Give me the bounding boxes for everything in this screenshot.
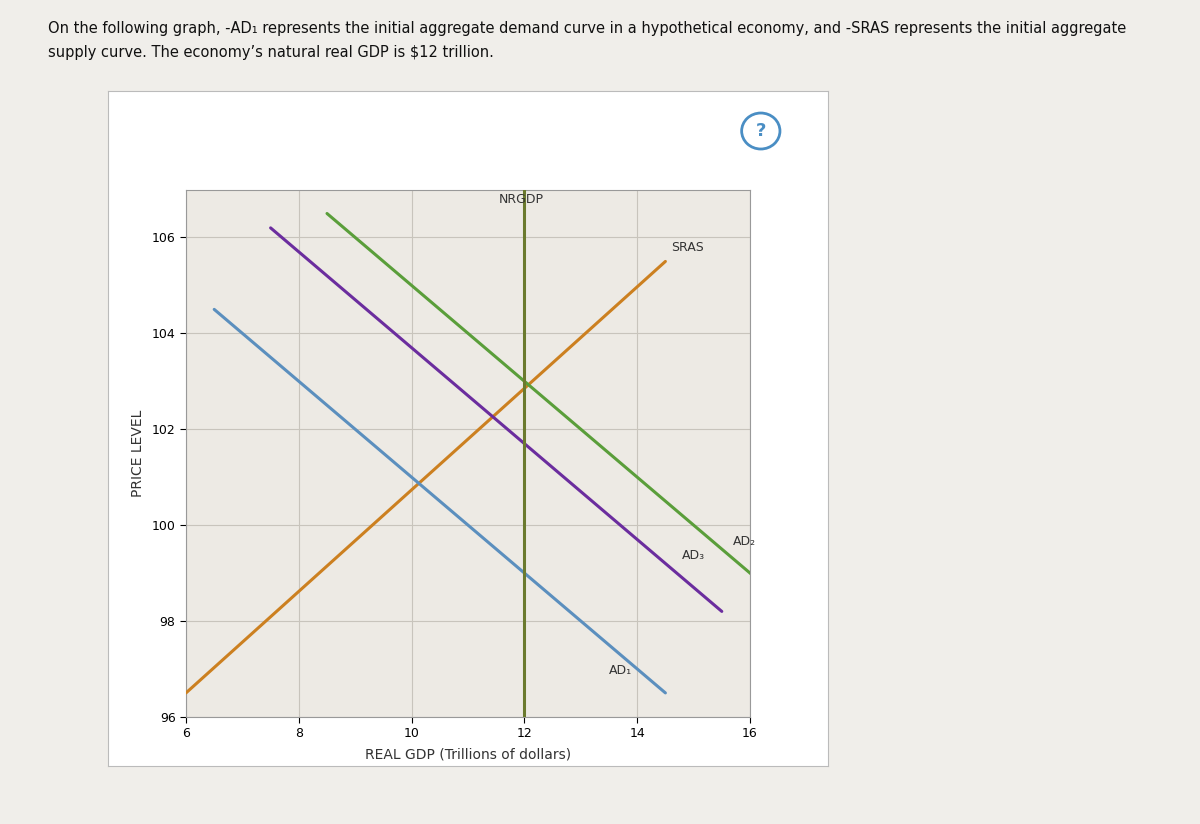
Text: AD₂: AD₂ bbox=[733, 535, 756, 548]
Y-axis label: PRICE LEVEL: PRICE LEVEL bbox=[131, 410, 145, 497]
Text: supply curve. The economy’s natural real GDP is $12 trillion.: supply curve. The economy’s natural real… bbox=[48, 45, 494, 60]
Text: AD₃: AD₃ bbox=[683, 549, 706, 562]
Text: NRGDP: NRGDP bbox=[499, 194, 544, 206]
Text: ?: ? bbox=[756, 122, 766, 140]
Text: SRAS: SRAS bbox=[671, 241, 703, 255]
Text: On the following graph, ­AD₁ represents the initial aggregate demand curve in a : On the following graph, ­AD₁ represents … bbox=[48, 21, 1127, 35]
X-axis label: REAL GDP (Trillions of dollars): REAL GDP (Trillions of dollars) bbox=[365, 747, 571, 761]
Text: AD₁: AD₁ bbox=[610, 664, 632, 677]
